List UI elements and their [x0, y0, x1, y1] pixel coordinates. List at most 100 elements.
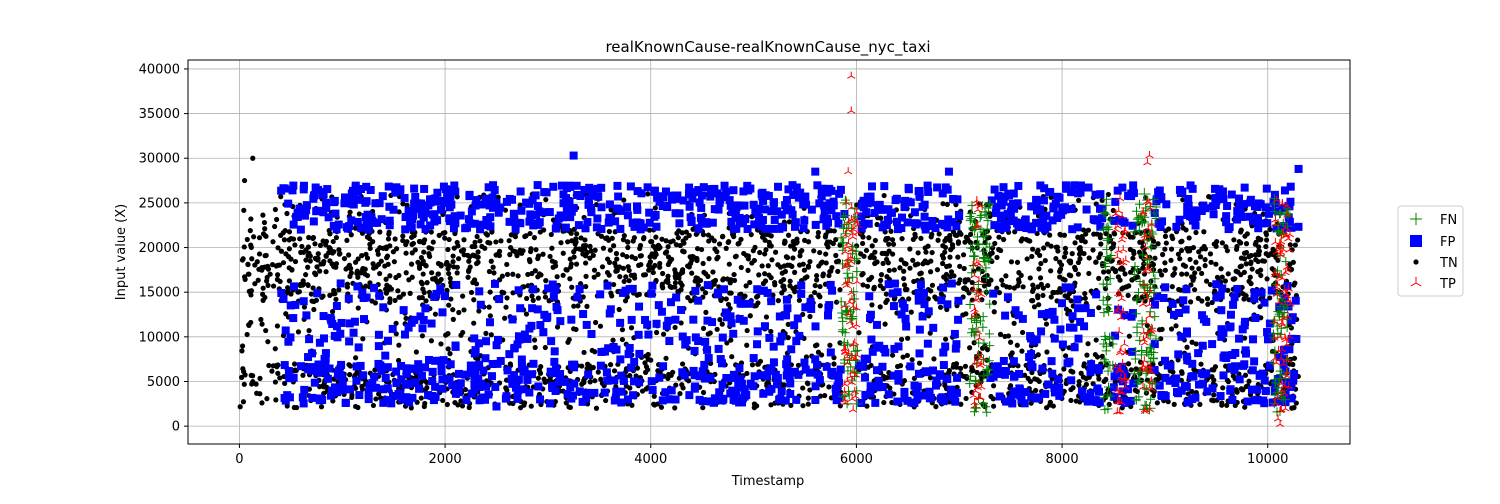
data-point: [1209, 384, 1217, 392]
data-point: [823, 234, 828, 239]
data-point: [583, 260, 588, 265]
data-point: [465, 275, 470, 280]
data-point: [656, 243, 661, 248]
data-point: [818, 185, 826, 193]
data-point: [1248, 260, 1253, 265]
data-point: [873, 321, 881, 329]
data-point: [606, 310, 614, 318]
data-point: [509, 315, 517, 323]
data-point: [611, 243, 616, 248]
data-point: [663, 322, 671, 330]
data-point: [360, 336, 365, 341]
data-point: [661, 332, 666, 337]
data-point: [1068, 369, 1073, 374]
data-point: [343, 266, 348, 271]
data-point: [682, 249, 687, 254]
data-point: [1090, 247, 1095, 252]
data-point: [400, 201, 405, 206]
data-point: [633, 206, 641, 214]
data-point: [305, 335, 313, 343]
data-point: [719, 334, 727, 342]
data-point: [356, 305, 361, 310]
data-point: [365, 256, 370, 261]
data-point: [866, 389, 874, 397]
data-point: [408, 291, 413, 296]
data-point: [1168, 258, 1173, 263]
data-point: [1041, 286, 1046, 291]
data-point: [401, 194, 409, 202]
data-point: [878, 205, 886, 213]
data-point: [349, 232, 354, 237]
data-point: [534, 382, 542, 390]
data-point: [680, 230, 685, 235]
data-point: [438, 341, 443, 346]
data-point: [706, 256, 711, 261]
data-point: [1180, 371, 1185, 376]
data-point: [1055, 248, 1060, 253]
data-point: [780, 271, 785, 276]
data-point: [413, 247, 418, 252]
data-point: [1226, 387, 1234, 395]
data-point: [745, 268, 750, 273]
data-point: [614, 256, 619, 261]
data-point: [592, 349, 597, 354]
data-point: [1058, 299, 1066, 307]
data-point: [525, 200, 533, 208]
data-point: [1015, 260, 1020, 265]
data-point: [281, 260, 286, 265]
data-point: [448, 276, 453, 281]
data-point: [806, 369, 814, 377]
data-point: [1239, 255, 1244, 260]
data-point: [1159, 272, 1164, 277]
data-point: [570, 380, 578, 388]
data-point: [800, 403, 805, 408]
data-point: [551, 347, 559, 355]
data-point: [697, 204, 705, 212]
data-point: [1082, 291, 1087, 296]
data-point: [800, 224, 808, 232]
data-point: [1010, 190, 1018, 198]
data-point: [333, 302, 341, 310]
data-point: [672, 293, 680, 301]
data-point: [455, 388, 463, 396]
data-point: [989, 290, 997, 298]
data-point: [750, 362, 755, 367]
data-point: [1257, 249, 1262, 254]
data-point: [407, 216, 415, 224]
data-point: [347, 372, 352, 377]
data-point: [817, 294, 822, 299]
data-point: [786, 335, 791, 340]
data-point: [583, 243, 588, 248]
data-point: [953, 374, 961, 382]
data-point: [1189, 274, 1194, 279]
data-point: [743, 182, 751, 190]
data-point: [481, 354, 489, 362]
data-point: [1027, 360, 1035, 368]
data-point: [939, 284, 947, 292]
data-point: [635, 293, 640, 298]
data-point: [466, 259, 471, 264]
data-point: [868, 363, 873, 368]
data-point: [997, 290, 1002, 295]
data-point: [938, 305, 943, 310]
data-point: [768, 402, 773, 407]
data-point: [577, 246, 582, 251]
data-point: [823, 215, 831, 223]
data-point: [1040, 293, 1045, 298]
data-point: [1203, 263, 1208, 268]
data-point: [609, 293, 614, 298]
data-point: [594, 406, 599, 411]
data-point: [1072, 240, 1077, 245]
data-point: [620, 327, 625, 332]
data-point: [1138, 231, 1143, 236]
data-point: [463, 387, 468, 392]
data-point: [288, 257, 293, 262]
data-point: [1189, 265, 1194, 270]
data-point: [951, 273, 956, 278]
data-point: [1292, 297, 1300, 305]
data-point: [297, 226, 305, 234]
data-point: [546, 208, 554, 216]
data-point: [308, 367, 316, 375]
data-point: [495, 295, 503, 303]
data-point: [355, 343, 363, 351]
